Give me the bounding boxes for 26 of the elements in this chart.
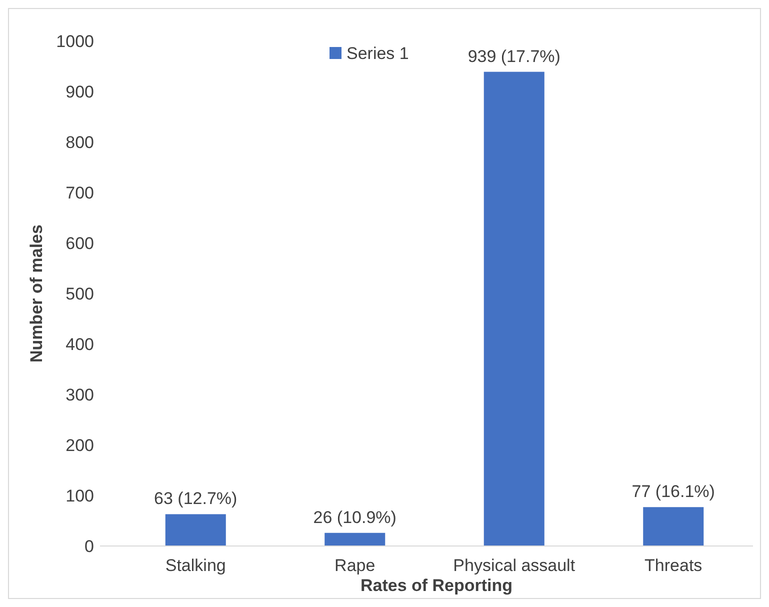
y-tick-label: 1000 [56, 32, 94, 51]
data-label: 63 (12.7%) [154, 489, 238, 508]
bar [484, 72, 544, 546]
y-tick-label: 400 [66, 334, 94, 354]
y-tick-label: 800 [66, 132, 94, 152]
x-tick-label: Physical assault [453, 556, 576, 575]
data-label: 939 (17.7%) [468, 46, 560, 66]
bar [324, 532, 386, 546]
x-tick-label: Rape [334, 556, 376, 575]
x-tick-label: Stalking [165, 556, 226, 575]
x-axis-title: Rates of Reporting [360, 576, 513, 595]
legend-label: Series 1 [346, 44, 409, 63]
data-label: 77 (16.1%) [632, 482, 715, 502]
y-tick-label: 100 [66, 486, 94, 506]
bar [165, 514, 226, 546]
x-tick-label: Threats [644, 556, 702, 575]
y-tick-label: 900 [66, 82, 94, 102]
y-tick-label: 200 [66, 436, 94, 455]
y-axis-title: Number of males [27, 224, 46, 362]
y-tick-label: 0 [84, 536, 94, 556]
y-tick-label: 500 [66, 284, 94, 304]
bar [643, 507, 704, 546]
y-tick-label: 600 [66, 234, 94, 253]
data-label: 26 (10.9%) [313, 508, 396, 527]
y-tick-label: 300 [66, 385, 94, 404]
y-tick-label: 700 [66, 183, 94, 202]
